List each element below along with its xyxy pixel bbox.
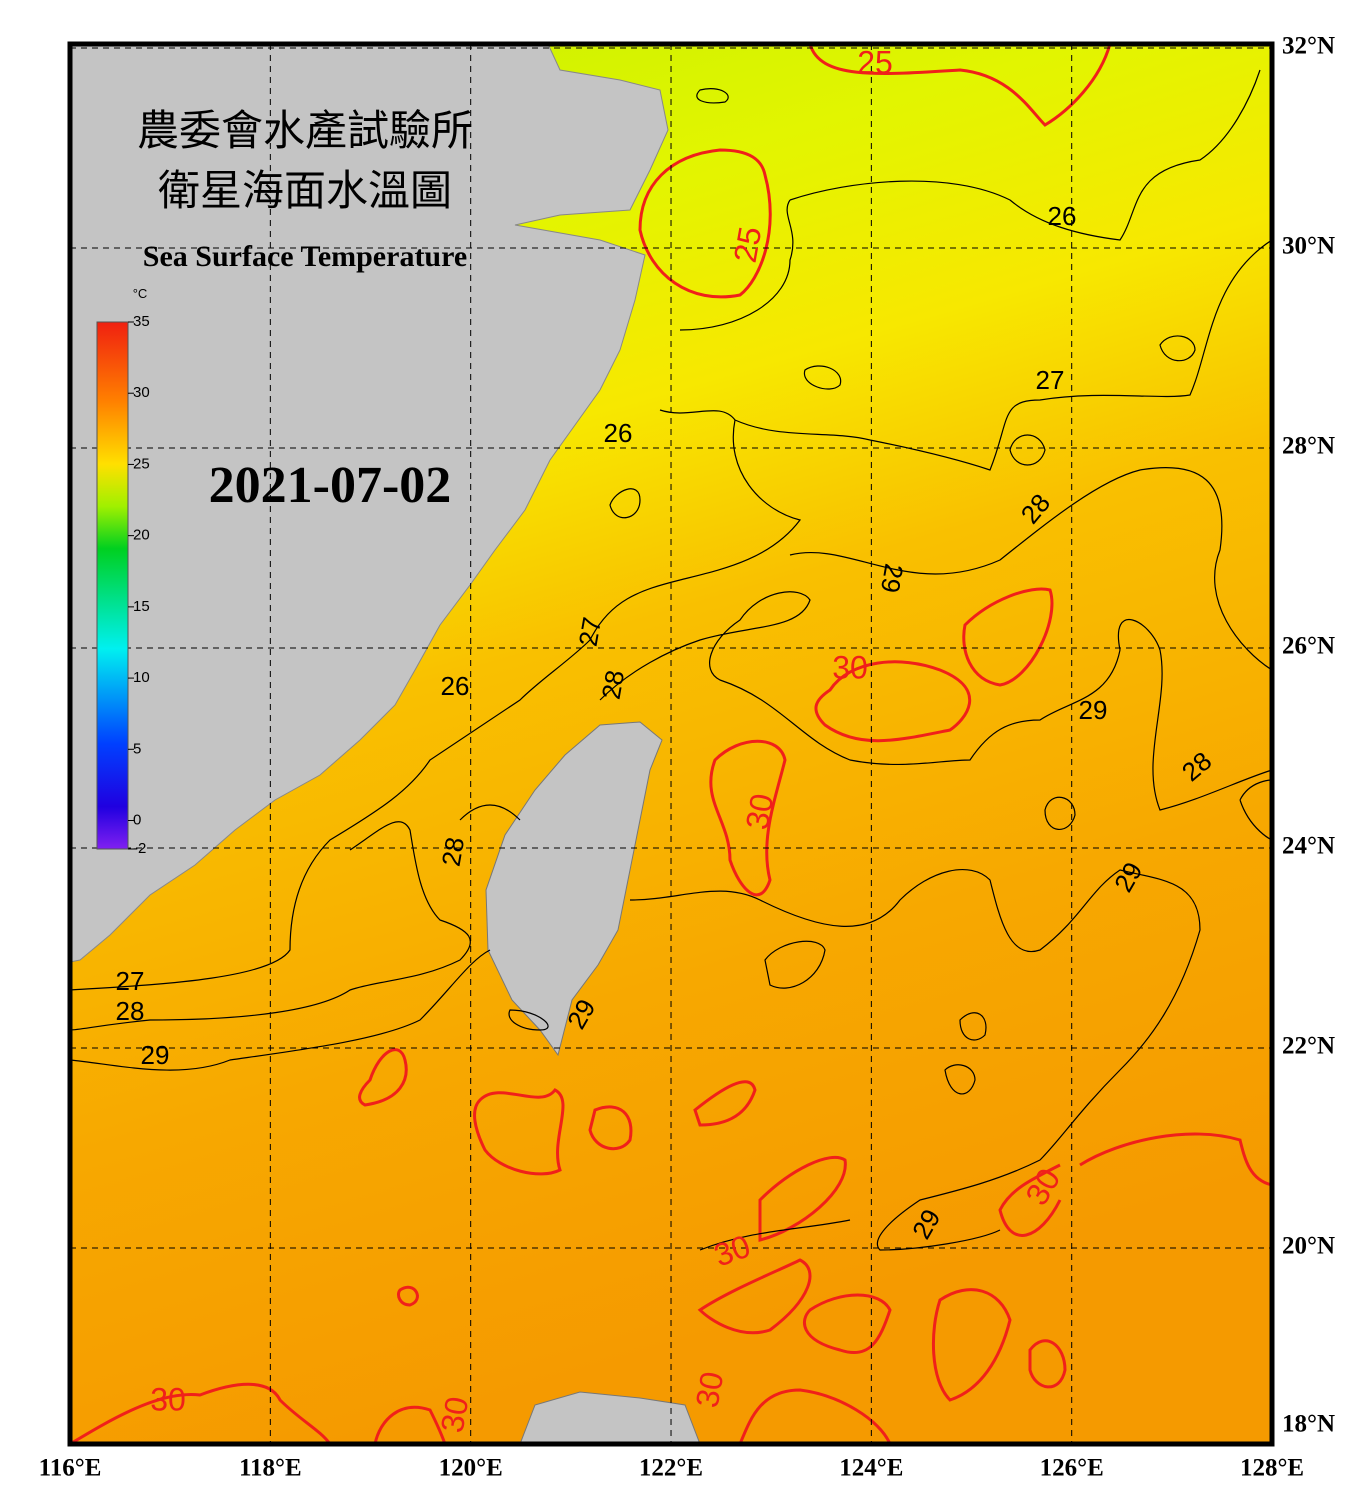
contour-label: 30 (739, 791, 781, 832)
title-en: Sea Surface Temperature (143, 240, 467, 273)
lat-label: 20°N (1282, 1233, 1335, 1260)
luzon (519, 1391, 701, 1444)
colorbar-tick-label: 20 (133, 527, 150, 544)
colorbar-tick-label: 25 (133, 455, 150, 472)
contour-label: 30 (150, 1381, 186, 1417)
lat-label: 32°N (1282, 33, 1335, 60)
lat-label: 24°N (1282, 833, 1335, 860)
map-body (70, 44, 1272, 1444)
colorbar-tick-label: 35 (133, 313, 150, 330)
lon-label: 116°E (39, 1455, 102, 1482)
colorbar-tick-label: 5 (133, 740, 141, 757)
colorbar-tick-label: 30 (133, 384, 150, 401)
contour-label: 25 (727, 224, 769, 265)
contour-label: 27 (1036, 365, 1065, 395)
contours (70, 44, 1272, 1444)
date: 2021-07-02 (209, 457, 452, 514)
mainland (70, 44, 669, 963)
contour-label: 26 (604, 418, 633, 448)
lat-label: 22°N (1282, 1033, 1335, 1060)
lon-label: 124°E (839, 1455, 903, 1482)
graticule (70, 44, 1272, 1444)
contour-label: 30 (689, 1369, 731, 1410)
lat-label: 30°N (1282, 233, 1335, 260)
lat-label: 18°N (1282, 1411, 1335, 1438)
contour-label: 26 (441, 671, 470, 701)
lon-label: 120°E (439, 1455, 503, 1482)
lat-label: 28°N (1282, 433, 1335, 460)
contour-label: 26 (1048, 201, 1077, 231)
contour-label: 27 (116, 966, 145, 996)
contour-label: 28 (436, 835, 471, 869)
colorbar-tick-label: 10 (133, 669, 150, 686)
colorbar-tick-label: -2 (133, 840, 146, 857)
contour-label: 27 (573, 615, 608, 649)
contour-label: 25 (857, 44, 893, 80)
lat-label: 26°N (1282, 633, 1335, 660)
colorbar-tick-label: 15 (133, 598, 150, 615)
lon-label: 128°E (1240, 1455, 1304, 1482)
lon-label: 118°E (239, 1455, 302, 1482)
lon-label: 126°E (1040, 1455, 1104, 1482)
title-zh-1: 農委會水產試驗所 (137, 108, 473, 155)
contour-label: 30 (434, 1394, 476, 1435)
contour-label: 29 (141, 1040, 170, 1070)
title-zh-2: 衛星海面水溫圖 (158, 169, 452, 215)
colorbar (96, 321, 129, 850)
contour-label: 28 (596, 668, 631, 702)
taiwan (485, 721, 663, 1057)
colorbar-tick-label: 0 (133, 811, 141, 828)
contour-label: 30 (832, 649, 868, 685)
lon-label: 122°E (639, 1455, 703, 1482)
contour-label: 28 (116, 996, 145, 1026)
map-frame (67, 41, 1275, 1447)
colorbar-unit: °C (133, 286, 148, 301)
contour-label: 29 (1079, 695, 1108, 725)
contour-label: 29 (875, 562, 910, 596)
